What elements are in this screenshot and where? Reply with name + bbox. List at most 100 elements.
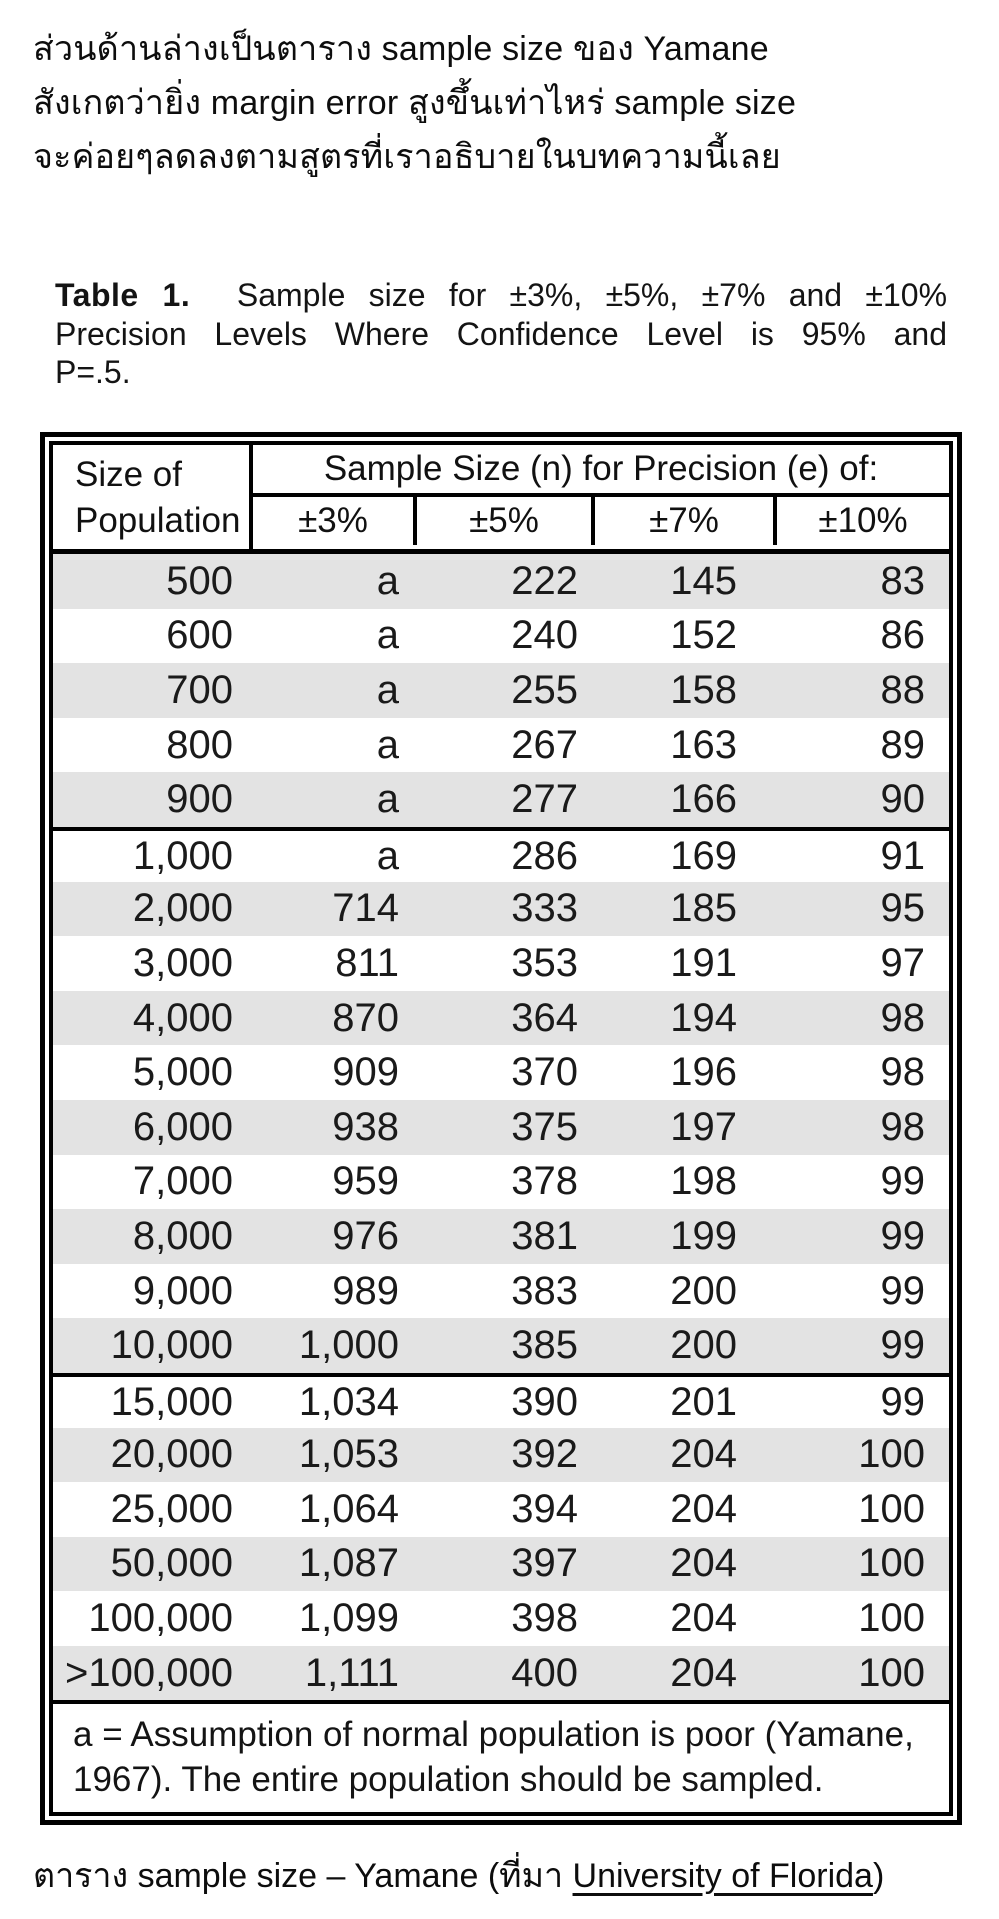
table-row: 800 a 267 163 89 — [53, 718, 949, 773]
table-row: 10,000 1,000 385 200 99 — [53, 1318, 949, 1373]
cell-precision-7: 204 — [670, 1650, 737, 1695]
cell-precision-10: 100 — [858, 1486, 925, 1531]
cell-precision-7: 204 — [670, 1596, 737, 1641]
cell-population: 8,000 — [132, 1213, 233, 1258]
cell-precision-3: 909 — [332, 1050, 399, 1095]
cell-precision-7: 185 — [670, 886, 737, 931]
cell-precision-3: a — [376, 722, 399, 767]
intro-line: จะค่อยๆลดลงตามสูตรที่เราอธิบายในบทความนี… — [33, 138, 781, 176]
figure-caption: ตาราง sample size – Yamane (ที่มา Univer… — [33, 1857, 885, 1895]
cell-precision-3: 976 — [332, 1213, 399, 1258]
cell-precision-7: 198 — [670, 1159, 737, 1204]
cell-precision-10: 83 — [880, 558, 926, 603]
cell-precision-3: 1,034 — [298, 1379, 399, 1424]
table-row: 500 a 222 145 83 — [53, 554, 949, 609]
table-number-label: Table 1. — [55, 277, 191, 313]
cell-precision-3: 1,087 — [298, 1541, 399, 1586]
cell-population: 7,000 — [132, 1159, 233, 1204]
cell-precision-7: 204 — [670, 1432, 737, 1477]
cell-population: 5,000 — [132, 1050, 233, 1095]
cell-precision-5: 390 — [511, 1379, 578, 1424]
cell-population: 2,000 — [132, 886, 233, 931]
table-row: 700 a 255 158 88 — [53, 663, 949, 718]
intro-line: ส่วนด้านล่างเป็นตาราง sample size ของ Ya… — [33, 30, 769, 68]
cell-precision-10: 95 — [880, 886, 926, 931]
cell-precision-5: 370 — [511, 1050, 578, 1095]
cell-population: 25,000 — [110, 1486, 233, 1531]
cell-precision-3: a — [376, 777, 399, 822]
cell-precision-7: 166 — [670, 777, 737, 822]
cell-precision-3: 1,053 — [298, 1432, 399, 1477]
cell-population: 6,000 — [132, 1104, 233, 1149]
cell-population: 3,000 — [132, 940, 233, 985]
cell-precision-10: 99 — [880, 1323, 926, 1368]
intro-paragraph: ส่วนด้านล่างเป็นตาราง sample size ของ Ya… — [33, 22, 983, 184]
cell-precision-3: a — [376, 833, 399, 878]
header-precision-10: ±10% — [818, 501, 908, 540]
source-link[interactable]: University of Florida — [572, 1857, 873, 1895]
cell-population: 600 — [166, 613, 233, 658]
header-precision-3: ±3% — [253, 497, 417, 545]
cell-precision-5: 277 — [511, 777, 578, 822]
table-footnote: a = Assumption of normal population is p… — [53, 1700, 949, 1812]
cell-precision-7: 196 — [670, 1050, 737, 1095]
cell-precision-3: 1,111 — [304, 1650, 399, 1695]
cell-precision-10: 98 — [880, 995, 926, 1040]
cell-precision-3: 714 — [332, 886, 399, 931]
cell-precision-3: 1,064 — [298, 1486, 399, 1531]
cell-precision-7: 200 — [670, 1268, 737, 1313]
header-precision-5: ±5% — [417, 497, 595, 545]
cell-precision-7: 199 — [670, 1213, 737, 1258]
cell-population: 20,000 — [110, 1432, 233, 1477]
table-row: 900 a 277 166 90 — [53, 772, 949, 827]
cell-precision-10: 89 — [880, 722, 926, 767]
cell-precision-7: 158 — [670, 667, 737, 712]
table-row: >100,000 1,111 400 204 100 — [53, 1645, 949, 1701]
cell-population: 50,000 — [110, 1541, 233, 1586]
table-row: 15,000 1,034 390 201 99 — [53, 1372, 949, 1428]
cell-precision-7: 197 — [670, 1104, 737, 1149]
cell-precision-3: a — [376, 667, 399, 712]
header-precision-7: ±7% — [595, 497, 777, 545]
cell-precision-10: 98 — [880, 1050, 926, 1095]
cell-precision-10: 91 — [880, 833, 926, 878]
cell-precision-3: a — [376, 613, 399, 658]
cell-precision-5: 392 — [511, 1432, 578, 1477]
cell-precision-5: 385 — [511, 1323, 578, 1368]
cell-precision-5: 394 — [511, 1486, 578, 1531]
cell-precision-3: a — [376, 558, 399, 603]
cell-precision-5: 378 — [511, 1159, 578, 1204]
cell-precision-3: 811 — [335, 940, 399, 985]
cell-population: 900 — [166, 777, 233, 822]
cell-population: 100,000 — [88, 1596, 233, 1641]
cell-precision-5: 364 — [511, 995, 578, 1040]
cell-population: 9,000 — [132, 1268, 233, 1313]
cell-precision-7: 145 — [670, 558, 737, 603]
cell-precision-10: 100 — [858, 1541, 925, 1586]
cell-precision-5: 286 — [511, 833, 578, 878]
cell-precision-3: 1,099 — [298, 1596, 399, 1641]
table-title-line: P=.5. — [55, 354, 131, 390]
cell-precision-3: 1,000 — [298, 1323, 399, 1368]
header-sample-size-span: Sample Size (n) for Precision (e) of: — [253, 445, 949, 497]
cell-precision-10: 90 — [880, 777, 926, 822]
table-row: 25,000 1,064 394 204 100 — [53, 1482, 949, 1537]
table-row: 6,000 938 375 197 98 — [53, 1099, 949, 1155]
table-title: Table 1. Sample size for ±3%, ±5%, ±7% a… — [55, 276, 947, 392]
cell-precision-5: 255 — [511, 667, 578, 712]
table-row: 8,000 976 381 199 99 — [53, 1209, 949, 1264]
cell-precision-10: 97 — [880, 940, 926, 985]
cell-precision-7: 191 — [670, 940, 737, 985]
cell-precision-5: 400 — [511, 1650, 578, 1695]
cell-precision-7: 194 — [670, 995, 737, 1040]
table-row: 5,000 909 370 196 98 — [53, 1045, 949, 1100]
cell-precision-5: 267 — [511, 722, 578, 767]
cell-precision-7: 169 — [670, 833, 737, 878]
cell-precision-10: 99 — [880, 1379, 926, 1424]
table-title-line: Table 1. Sample size for ±3%, ±5%, ±7% a… — [55, 277, 948, 313]
cell-precision-10: 100 — [858, 1432, 925, 1477]
cell-precision-10: 99 — [880, 1213, 926, 1258]
table-row: 1,000 a 286 169 91 — [53, 826, 949, 882]
intro-line: สังเกตว่ายิ่ง margin error สูงขึ้นเท่าไห… — [33, 84, 797, 122]
